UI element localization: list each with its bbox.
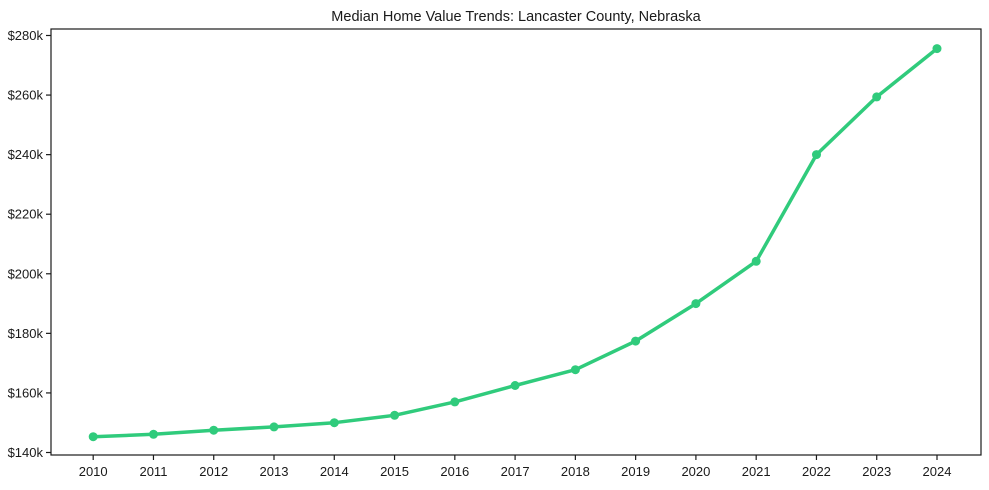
data-point-2021 xyxy=(751,256,761,266)
x-tick-label: 2017 xyxy=(501,464,530,479)
plot-frame xyxy=(50,28,982,456)
data-point-2022 xyxy=(812,150,821,160)
y-tick-label: $220k xyxy=(8,207,44,222)
y-tick-label: $140k xyxy=(8,445,44,460)
x-tick-label: 2013 xyxy=(260,464,289,479)
x-tick-label: 2015 xyxy=(380,464,409,479)
y-tick-label: $260k xyxy=(8,88,44,103)
trend-line xyxy=(91,46,939,439)
data-point-2016 xyxy=(450,397,460,407)
x-tick-label: 2020 xyxy=(681,464,710,479)
y-tick-label: $200k xyxy=(8,266,44,281)
axes: $140k $160k $180k $200k $220k $240k $260k $280k… xyxy=(8,28,982,479)
data-point-2023 xyxy=(872,92,882,102)
data-point-2013 xyxy=(269,422,279,432)
x-tick-label: 2014 xyxy=(320,464,349,479)
y-tick-label: $240k xyxy=(8,147,44,162)
x-tick-label: 2022 xyxy=(802,464,831,479)
y-tick-label: $180k xyxy=(8,326,44,341)
data-point-2012 xyxy=(209,425,219,435)
x-tick-label: 2019 xyxy=(621,464,650,479)
x-tick-label: 2024 xyxy=(923,464,952,479)
y-tick-label: $160k xyxy=(8,385,44,400)
x-tick-label: 2021 xyxy=(742,464,771,479)
data-point-2020 xyxy=(691,299,701,309)
data-point-2019 xyxy=(631,336,641,346)
x-tick-label: 2012 xyxy=(199,464,228,479)
data-point-2015 xyxy=(390,410,400,420)
data-point-2017 xyxy=(510,381,520,390)
x-tick-label: 2018 xyxy=(561,464,590,479)
data-point-2024 xyxy=(932,44,942,54)
trend-line-series xyxy=(88,44,942,442)
x-tick-label: 2023 xyxy=(862,464,891,479)
data-point-2011 xyxy=(149,429,158,439)
data-point-2014 xyxy=(329,418,339,428)
x-tick-label: 2010 xyxy=(79,464,108,479)
data-point-2018 xyxy=(570,365,580,375)
y-tick-label: $280k xyxy=(8,28,44,43)
x-tick-label: 2016 xyxy=(440,464,469,479)
x-tick-label: 2011 xyxy=(139,464,167,479)
data-point-2010 xyxy=(88,432,98,442)
chart-title: Median Home Value Trends: Lancaster Coun… xyxy=(331,9,701,25)
